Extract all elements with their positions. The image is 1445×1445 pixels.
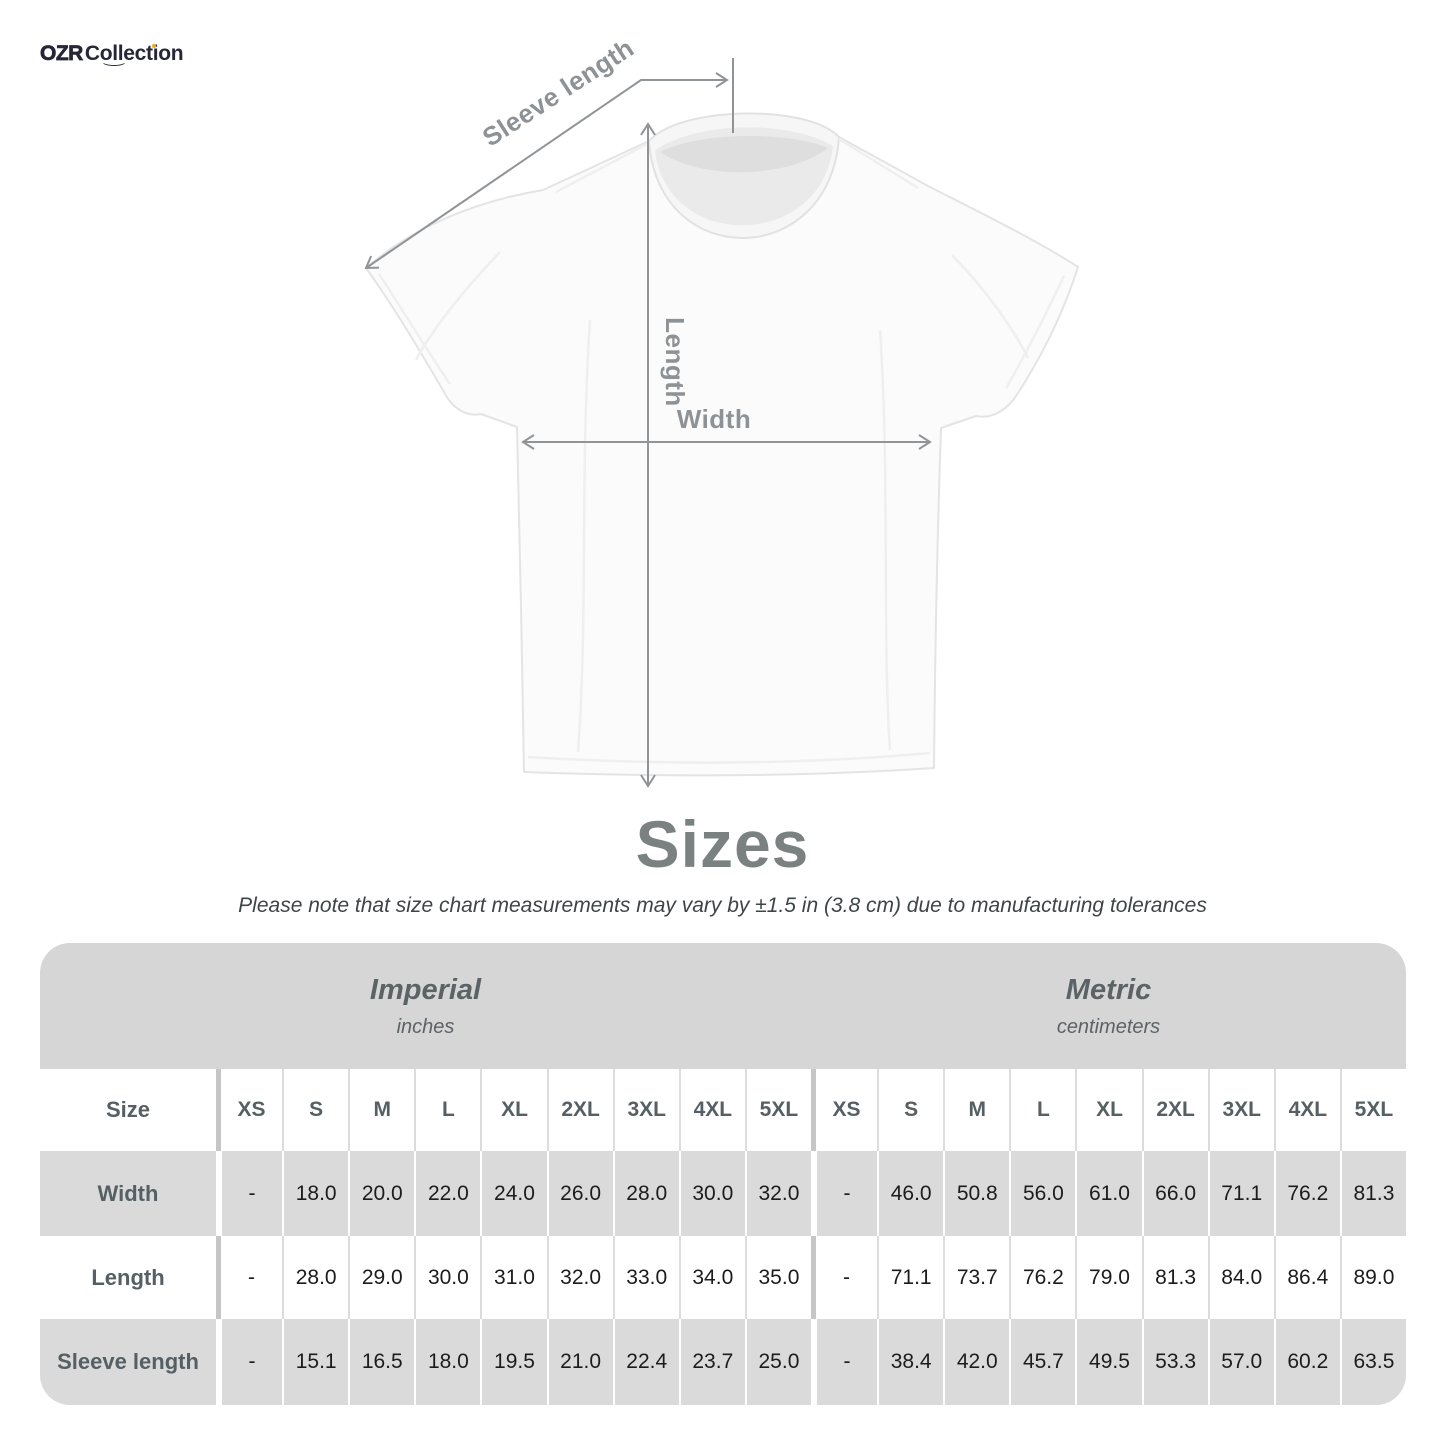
size-table: Imperial inches Metric centimeters Size X…	[40, 943, 1406, 1405]
value-cell: 28.0	[282, 1236, 349, 1319]
size-header: 4XL	[1273, 1069, 1340, 1151]
tshirt-graphic	[365, 112, 1079, 777]
value-cell: 22.4	[612, 1319, 679, 1405]
size-header: 3XL	[1207, 1069, 1274, 1151]
value-cell: 38.4	[877, 1319, 944, 1405]
row-label: Length	[40, 1236, 216, 1319]
value-cell: 89.0	[1339, 1236, 1406, 1319]
page-title: Sizes	[635, 807, 810, 881]
value-cell: 21.0	[546, 1319, 613, 1405]
width-label: Width	[677, 404, 751, 434]
value-cell: 30.0	[414, 1236, 481, 1319]
row-label: Width	[40, 1151, 216, 1236]
value-cell: -	[811, 1236, 878, 1319]
value-cell: 19.5	[480, 1319, 547, 1405]
size-header: 4XL	[678, 1069, 745, 1151]
tshirt-body	[365, 129, 1079, 777]
value-cell: 86.4	[1273, 1236, 1340, 1319]
value-cell: 25.0	[744, 1319, 811, 1405]
value-cell: 56.0	[1009, 1151, 1076, 1236]
value-cell: -	[216, 1319, 283, 1405]
value-cell: 32.0	[744, 1151, 811, 1236]
size-header: 2XL	[1141, 1069, 1208, 1151]
value-cell: -	[216, 1236, 283, 1319]
size-corner-label: Size	[40, 1069, 216, 1151]
value-cell: 29.0	[348, 1236, 415, 1319]
value-cell: 81.3	[1141, 1236, 1208, 1319]
value-cell: 20.0	[348, 1151, 415, 1236]
tolerance-note: Please note that size chart measurements…	[238, 894, 1207, 917]
length-label: Length	[660, 317, 690, 407]
metric-band: Metric centimeters	[811, 943, 1406, 1069]
value-cell: 28.0	[612, 1151, 679, 1236]
value-cell: 57.0	[1207, 1319, 1274, 1405]
tshirt-seams	[377, 137, 1066, 764]
value-cell: 31.0	[480, 1236, 547, 1319]
value-cell: 49.5	[1075, 1319, 1142, 1405]
value-cell: -	[811, 1151, 878, 1236]
value-cell: 42.0	[943, 1319, 1010, 1405]
value-cell: 84.0	[1207, 1236, 1274, 1319]
row-label: Sleeve length	[40, 1319, 216, 1405]
size-header: 5XL	[1339, 1069, 1406, 1151]
value-cell: 33.0	[612, 1236, 679, 1319]
value-cell: -	[216, 1151, 283, 1236]
metric-unit: centimeters	[1056, 1015, 1161, 1038]
size-header: M	[348, 1069, 415, 1151]
value-cell: 63.5	[1339, 1319, 1406, 1405]
value-cell: 71.1	[1207, 1151, 1274, 1236]
value-cell: 45.7	[1009, 1319, 1076, 1405]
size-header: 5XL	[744, 1069, 811, 1151]
value-cell: 15.1	[282, 1319, 349, 1405]
value-cell: 32.0	[546, 1236, 613, 1319]
brand-logo-primary: OZR	[40, 42, 84, 66]
value-cell: 23.7	[678, 1319, 745, 1405]
size-header: 2XL	[546, 1069, 613, 1151]
value-cell: 35.0	[744, 1236, 811, 1319]
size-header: XS	[216, 1069, 283, 1151]
size-header: M	[943, 1069, 1010, 1151]
value-cell: 76.2	[1009, 1236, 1076, 1319]
value-cell: 26.0	[546, 1151, 613, 1236]
brand-logo-secondary: Collection	[84, 42, 184, 65]
size-header: S	[877, 1069, 944, 1151]
imperial-unit: inches	[396, 1015, 455, 1038]
value-cell: 71.1	[877, 1236, 944, 1319]
value-cell: 16.5	[348, 1319, 415, 1405]
value-cell: 18.0	[414, 1319, 481, 1405]
metric-title: Metric	[1065, 973, 1152, 1006]
size-header: XL	[1075, 1069, 1142, 1151]
value-cell: 61.0	[1075, 1151, 1142, 1236]
value-cell: 22.0	[414, 1151, 481, 1236]
value-cell: 73.7	[943, 1236, 1010, 1319]
value-cell: 79.0	[1075, 1236, 1142, 1319]
value-cell: 34.0	[678, 1236, 745, 1319]
size-header: XL	[480, 1069, 547, 1151]
value-cell: 81.3	[1339, 1151, 1406, 1236]
tshirt-measurement-diagram: Sleeve length Length Width	[364, 40, 1079, 788]
value-cell: 53.3	[1141, 1319, 1208, 1405]
size-header: 3XL	[612, 1069, 679, 1151]
value-cell: 24.0	[480, 1151, 547, 1236]
imperial-title: Imperial	[369, 973, 482, 1006]
value-cell: 60.2	[1273, 1319, 1340, 1405]
size-header: XS	[811, 1069, 878, 1151]
imperial-band: Imperial inches	[40, 943, 811, 1069]
measurement-arrows	[364, 58, 932, 788]
value-cell: 46.0	[877, 1151, 944, 1236]
value-cell: -	[811, 1319, 878, 1405]
value-cell: 76.2	[1273, 1151, 1340, 1236]
size-header: L	[1009, 1069, 1076, 1151]
brand-logo: OZRCollection	[40, 42, 184, 66]
value-cell: 66.0	[1141, 1151, 1208, 1236]
value-cell: 30.0	[678, 1151, 745, 1236]
sleeve-length-arrow	[364, 72, 729, 270]
value-cell: 50.8	[943, 1151, 1010, 1236]
size-header: S	[282, 1069, 349, 1151]
size-header: L	[414, 1069, 481, 1151]
value-cell: 18.0	[282, 1151, 349, 1236]
